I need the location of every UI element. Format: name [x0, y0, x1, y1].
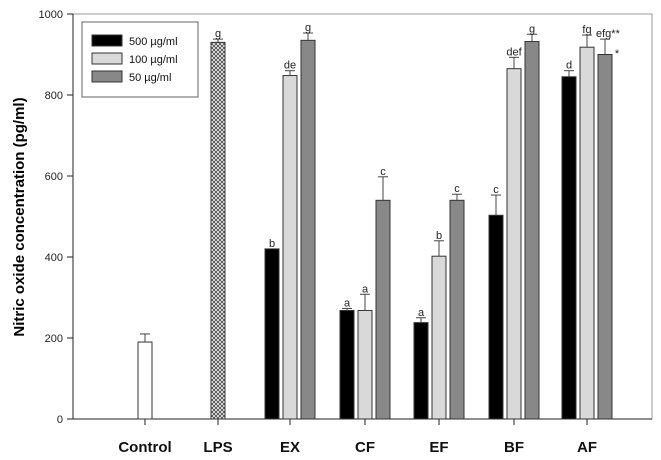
bar-bf-2 [524, 41, 540, 420]
y-axis-label: Nitric oxide concentration (pg/ml) [11, 97, 28, 336]
legend-swatch [91, 34, 123, 47]
y-tick-label: 200 [45, 333, 63, 345]
significance-label: efg** [596, 28, 621, 40]
significance-label: d [566, 60, 572, 72]
bar-cf-0 [339, 309, 355, 420]
significance-label: b [269, 238, 275, 250]
y-tick-label: 400 [45, 252, 63, 264]
significance-label: a [344, 297, 351, 309]
x-tick-label: EX [280, 439, 300, 456]
x-tick-label: LPS [203, 439, 232, 456]
x-tick-label: BF [504, 439, 524, 456]
significance-label: def [506, 46, 522, 58]
y-tick-label: 1000 [39, 9, 63, 21]
significance-label: a [362, 283, 369, 295]
bar-af-1 [579, 46, 595, 420]
legend-label: 50 µg/ml [129, 72, 171, 84]
significance-label: c [493, 184, 499, 196]
bar-lps [210, 41, 226, 420]
x-tick-label: CF [355, 439, 375, 456]
bar-ex-1 [282, 75, 298, 420]
significance-label: g [529, 23, 535, 35]
significance-label: g [305, 22, 311, 34]
bar-af-2 [597, 54, 613, 420]
bar-bf-0 [488, 214, 504, 420]
x-tick-label: AF [577, 439, 597, 456]
bar-af-0 [561, 76, 577, 420]
significance-label: a [418, 307, 425, 319]
bar-cf-1 [357, 309, 373, 420]
bar-ef-1 [431, 255, 447, 420]
y-tick-label: 0 [57, 414, 63, 426]
bar-ef-2 [449, 199, 465, 420]
bar-ef-0 [413, 322, 429, 420]
significance-label: de [284, 60, 296, 72]
legend-label: 100 µg/ml [129, 54, 178, 66]
y-tick-label: 800 [45, 90, 63, 102]
significance-label: b [436, 230, 442, 242]
significance-label: fg [582, 24, 591, 36]
significance-label: g [215, 28, 221, 40]
legend-swatch [91, 52, 123, 65]
legend-swatch [91, 70, 123, 83]
significance-label: c [454, 183, 460, 195]
bar-ex-2 [300, 39, 316, 420]
bar-cf-2 [375, 199, 391, 420]
legend-label: 500 µg/ml [129, 36, 178, 48]
bar-ex-0 [264, 248, 280, 420]
x-tick-label: EF [429, 439, 448, 456]
bar-control [137, 341, 153, 420]
legend: 500 µg/ml 100 µg/ml 50 µg/ml [81, 21, 199, 98]
y-tick-label: 600 [45, 171, 63, 183]
bar-bf-1 [506, 68, 522, 420]
x-tick-label: Control [118, 439, 171, 456]
significance-label: c [380, 166, 386, 178]
significance-annotation: * [615, 48, 620, 60]
